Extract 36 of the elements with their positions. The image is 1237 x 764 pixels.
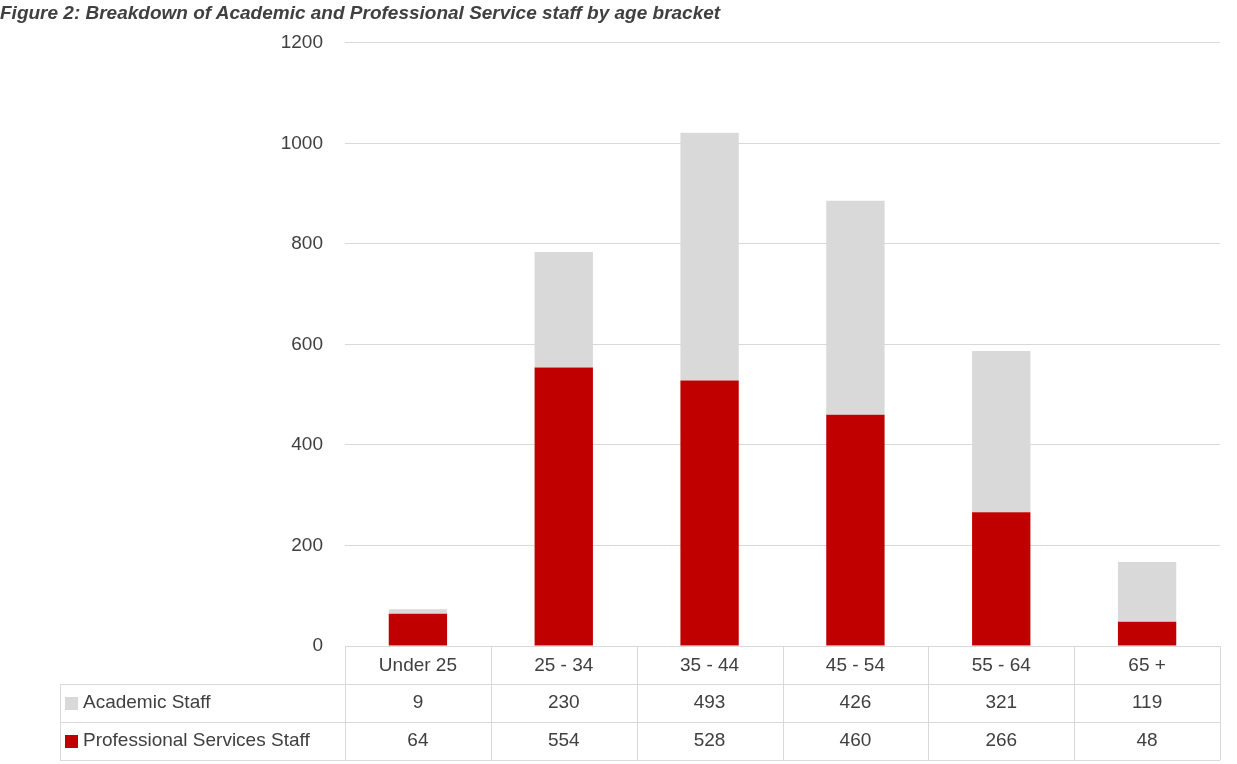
bar [388, 609, 448, 614]
x-tick-label: Under 25 [378, 653, 457, 675]
bar [534, 367, 593, 646]
data-label: 460 [839, 729, 872, 751]
x-tick-label: 25 - 34 [534, 653, 594, 675]
data-label: 119 [1131, 691, 1163, 713]
data-label: 266 [985, 729, 1018, 751]
y-tick-label: 1200 [280, 31, 323, 53]
data-label: 321 [985, 691, 1018, 713]
y-tick-label: 600 [291, 332, 323, 354]
data-label: 230 [547, 691, 580, 713]
bar [1117, 562, 1177, 622]
bar [826, 414, 885, 646]
x-tick-label: 35 - 44 [680, 653, 740, 675]
bar [1117, 621, 1177, 646]
data-label: 554 [547, 729, 581, 751]
y-tick-label: 800 [291, 232, 323, 254]
x-tick-label: 55 - 64 [971, 653, 1032, 675]
chart-title: Figure 2: Breakdown of Academic and Professional Service staff by age bracket [0, 1, 721, 23]
y-tick-label: 200 [291, 533, 323, 555]
bar [680, 380, 739, 646]
x-tick-label: 65 + [1128, 653, 1166, 675]
data-label: 493 [693, 691, 726, 713]
y-tick-label: 1000 [280, 131, 323, 153]
legend-label: Professional Services Staff [83, 729, 311, 751]
legend-label: Academic Staff [83, 691, 212, 713]
y-tick-label: 0 [312, 634, 323, 656]
data-label: 426 [839, 691, 872, 713]
data-label: 64 [407, 729, 429, 751]
data-label: 48 [1136, 729, 1158, 751]
bar [388, 613, 448, 646]
data-label: 528 [693, 729, 726, 751]
x-tick-label: 45 - 54 [825, 653, 886, 675]
bar [972, 512, 1031, 646]
y-tick-label: 400 [291, 433, 323, 455]
data-label: 9 [412, 691, 424, 713]
